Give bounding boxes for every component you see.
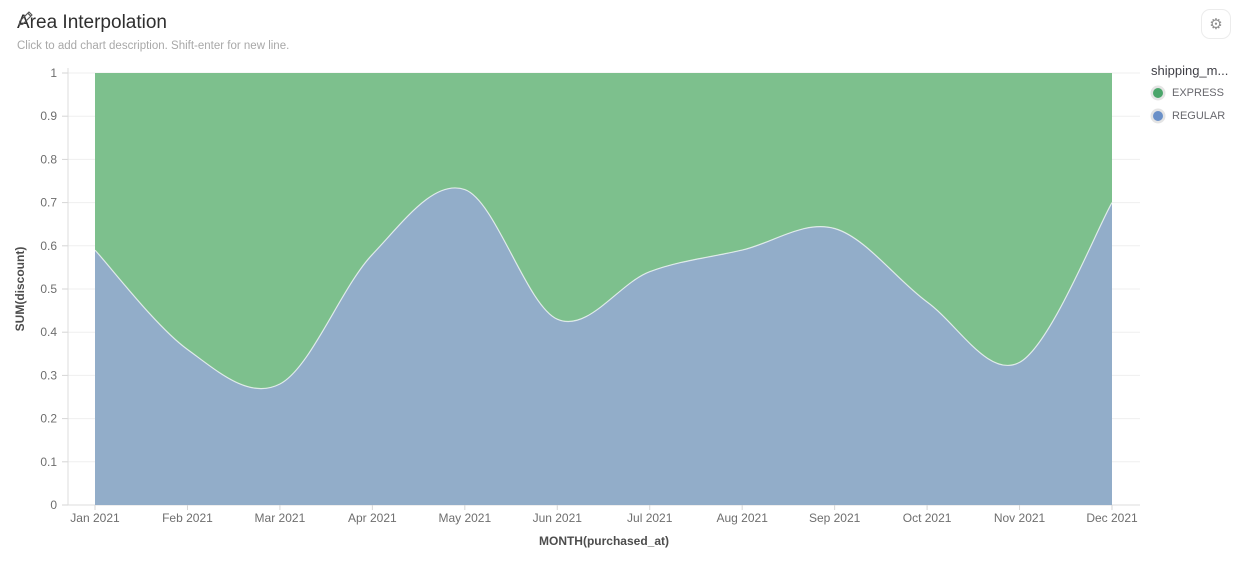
chart-title[interactable]: Area Interpolation	[17, 12, 167, 33]
y-tick-label: 0.7	[40, 196, 57, 210]
x-tick-label: Nov 2021	[994, 511, 1046, 525]
y-tick-label: 0.3	[40, 368, 57, 382]
y-axis-title: SUM(discount)	[13, 247, 27, 332]
legend-item-express[interactable]: EXPRESS	[1153, 87, 1241, 99]
legend-dot	[1153, 111, 1163, 121]
x-tick-label: May 2021	[438, 511, 491, 525]
chart-legend: shipping_m... EXPRESS REGULAR	[1151, 63, 1241, 133]
settings-button[interactable]: ⚙	[1201, 9, 1231, 39]
y-tick-label: 0.1	[40, 455, 57, 469]
legend-item-regular[interactable]: REGULAR	[1153, 110, 1241, 122]
y-tick-label: 0.4	[40, 325, 57, 339]
gear-icon: ⚙	[1209, 14, 1223, 33]
x-tick-label: Sep 2021	[809, 511, 861, 525]
y-tick-label: 1	[50, 66, 57, 80]
x-tick-label: Dec 2021	[1086, 511, 1138, 525]
series-boundary-line	[94, 187, 1113, 390]
area-series-express[interactable]	[95, 73, 1112, 389]
y-tick-label: 0.5	[40, 282, 57, 296]
x-tick-label: Aug 2021	[716, 511, 768, 525]
x-tick-label: Oct 2021	[903, 511, 952, 525]
y-tick-label: 0.9	[40, 109, 57, 123]
area-series-regular[interactable]	[95, 187, 1112, 505]
y-tick-label: 0.6	[40, 239, 57, 253]
legend-dot	[1153, 88, 1163, 98]
x-tick-label: Feb 2021	[162, 511, 213, 525]
x-tick-label: Jan 2021	[70, 511, 120, 525]
x-tick-label: Jun 2021	[533, 511, 583, 525]
x-tick-label: Apr 2021	[348, 511, 397, 525]
x-tick-label: Jul 2021	[627, 511, 673, 525]
x-axis-title: MONTH(purchased_at)	[539, 534, 669, 548]
y-tick-label: 0.8	[40, 152, 57, 166]
legend-title: shipping_m...	[1151, 63, 1229, 78]
y-tick-label: 0.2	[40, 412, 57, 426]
legend-item-label: REGULAR	[1172, 110, 1226, 122]
chart-header: Area Interpolation Click to add chart de…	[17, 10, 289, 52]
chart-description-placeholder[interactable]: Click to add chart description. Shift-en…	[17, 40, 290, 52]
legend-item-label: EXPRESS	[1172, 87, 1224, 99]
y-tick-label: 0	[50, 498, 57, 512]
x-tick-label: Mar 2021	[255, 511, 306, 525]
